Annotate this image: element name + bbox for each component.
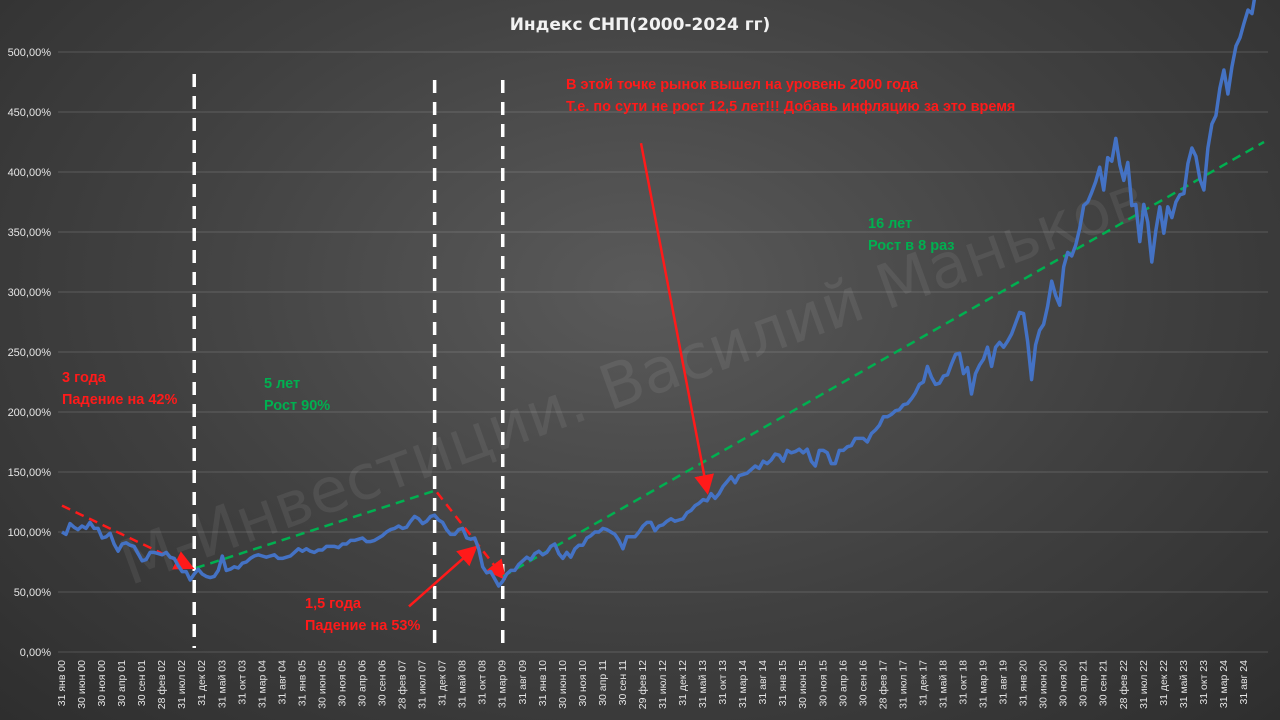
x-tick-label: 30 июн 20 (1038, 660, 1050, 709)
x-tick-label: 31 авг 09 (517, 660, 529, 705)
x-tick-label: 30 сен 16 (857, 660, 869, 706)
annotation-text: Т.е. по сути не рост 12,5 лет!!! Добавь … (566, 99, 1015, 115)
x-tick-label: 31 май 08 (457, 660, 469, 708)
x-tick-label: 30 ноя 00 (96, 660, 108, 707)
y-tick-label: 400,00% (8, 167, 52, 179)
annotation-texts: 3 года Падение на 42% 5 лет Рост 90% 1,5 год… (62, 77, 1015, 634)
x-tick-label: 28 фев 22 (1118, 660, 1130, 709)
y-tick-label: 300,00% (8, 287, 52, 299)
x-tick-label: 31 июл 02 (176, 660, 188, 709)
x-tick-label: 29 фев 12 (637, 660, 649, 709)
x-tick-label: 31 мар 04 (256, 660, 268, 708)
x-tick-label: 31 дек 12 (677, 660, 689, 706)
x-axis: 31 янв 00 30 июн 00 30 ноя 00 30 апр 01 30 с… (56, 660, 1250, 709)
x-tick-label: 31 дек 22 (1158, 660, 1170, 706)
decline-trend-line (436, 491, 507, 581)
x-tick-label: 31 дек 07 (437, 660, 449, 706)
x-tick-label: 31 янв 10 (537, 660, 549, 706)
y-tick-label: 350,00% (8, 227, 52, 239)
series-layer (61, 0, 1257, 588)
x-tick-label: 31 июл 07 (417, 660, 429, 709)
annotation-text: Падение на 53% (305, 618, 420, 634)
x-tick-label: 31 окт 08 (477, 660, 489, 705)
x-tick-label: 30 ноя 15 (817, 660, 829, 707)
annotation-text: Падение на 42% (62, 392, 177, 408)
grid (58, 51, 1268, 653)
annotation-text: 5 лет (264, 376, 300, 392)
x-tick-label: 31 май 13 (697, 660, 709, 708)
x-tick-label: 31 июл 22 (1138, 660, 1150, 709)
y-tick-label: 500,00% (8, 47, 52, 59)
x-tick-label: 31 окт 13 (717, 660, 729, 705)
x-tick-label: 31 май 23 (1178, 660, 1190, 708)
y-tick-label: 450,00% (8, 107, 52, 119)
x-tick-label: 30 апр 06 (357, 660, 369, 707)
y-tick-label: 150,00% (8, 467, 52, 479)
x-tick-label: 30 сен 06 (377, 660, 389, 706)
y-tick-label: 250,00% (8, 347, 52, 359)
x-tick-label: 30 апр 01 (116, 660, 128, 707)
x-tick-label: 31 мар 19 (978, 660, 990, 708)
x-tick-label: 31 янв 20 (1018, 660, 1030, 706)
annotation-text: Рост в 8 раз (868, 238, 955, 254)
annotation-text: Рост 90% (264, 398, 330, 414)
x-tick-label: 31 янв 05 (296, 660, 308, 706)
x-tick-label: 30 апр 21 (1078, 660, 1090, 707)
annotation-text: 3 года (62, 370, 107, 386)
index-series-line (61, 0, 1257, 588)
y-tick-label: 50,00% (14, 587, 52, 599)
pointer-arrow (639, 142, 715, 495)
x-tick-label: 30 сен 21 (1098, 660, 1110, 706)
x-tick-label: 31 окт 23 (1198, 660, 1210, 705)
pointer-arrow (408, 545, 478, 608)
x-tick-label: 28 фев 07 (397, 660, 409, 709)
x-tick-label: 31 янв 00 (56, 660, 68, 706)
x-tick-label: 30 апр 16 (837, 660, 849, 707)
x-tick-label: 30 июн 00 (76, 660, 88, 709)
x-tick-label: 30 июн 15 (797, 660, 809, 709)
annotation-text: 16 лет (868, 216, 912, 232)
x-tick-label: 31 авг 14 (757, 660, 769, 705)
x-tick-label: 30 июн 10 (557, 660, 569, 709)
growth-trend-line (502, 140, 1265, 578)
y-tick-label: 100,00% (8, 527, 52, 539)
x-tick-label: 31 дек 02 (196, 660, 208, 706)
x-tick-label: 31 май 03 (216, 660, 228, 708)
x-tick-label: 31 авг 04 (276, 660, 288, 705)
growth-trend-line (195, 488, 438, 570)
x-tick-label: 31 янв 15 (777, 660, 789, 706)
x-tick-label: 30 апр 11 (597, 660, 609, 706)
x-tick-label: 30 сен 01 (136, 660, 148, 706)
y-tick-label: 0,00% (20, 647, 51, 659)
x-tick-label: 30 ноя 20 (1058, 660, 1070, 707)
x-tick-label: 31 окт 03 (236, 660, 248, 705)
chart-title: Индекс СНП(2000-2024 гг) (510, 15, 771, 35)
x-tick-label: 28 фев 17 (877, 660, 889, 709)
x-tick-label: 30 сен 11 (617, 660, 629, 705)
x-tick-label: 30 ноя 05 (336, 660, 348, 707)
annotation-text: В этой точке рынок вышел на уровень 2000… (566, 77, 919, 93)
y-axis: 0,00% 50,00% 100,00% 150,00% 200,00% 250,00% 3… (8, 47, 52, 659)
x-tick-label: 31 авг 24 (1238, 660, 1250, 705)
x-tick-label: 31 авг 19 (998, 660, 1010, 705)
x-tick-label: 31 мар 09 (497, 660, 509, 708)
x-tick-label: 31 май 18 (937, 660, 949, 708)
x-tick-label: 31 дек 17 (917, 660, 929, 706)
x-tick-label: 30 июн 05 (316, 660, 328, 709)
x-tick-label: 31 мар 14 (737, 660, 749, 708)
x-tick-label: 31 окт 18 (958, 660, 970, 705)
x-tick-label: 30 ноя 10 (577, 660, 589, 707)
annotation-text: 1,5 года (305, 596, 362, 612)
decline-trend-line (61, 504, 195, 570)
x-tick-label: 31 июл 12 (657, 660, 669, 709)
x-tick-label: 31 мар 24 (1218, 660, 1230, 708)
x-tick-label: 31 июл 17 (897, 660, 909, 709)
x-tick-label: 28 фев 02 (156, 660, 168, 709)
annotation-lines (61, 74, 1265, 648)
y-tick-label: 200,00% (8, 407, 52, 419)
